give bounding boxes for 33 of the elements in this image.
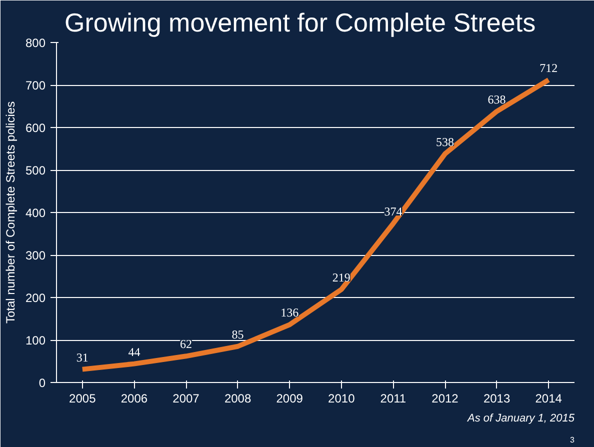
y-axis-title: Total number of Complete Streets policies: [3, 101, 18, 324]
x-tick-label: 2012: [432, 392, 459, 406]
x-tick-label: 2011: [380, 392, 406, 406]
y-tick-label: 600: [25, 121, 46, 135]
y-tick-label: 0: [38, 376, 46, 390]
x-tick-label: 2005: [69, 392, 96, 406]
y-tick-label: 500: [25, 164, 46, 178]
y-tick-label: 200: [25, 291, 46, 305]
x-tick-label: 2009: [276, 392, 304, 406]
text: As of January 1, 2015: [466, 412, 576, 424]
data-label: 31: [76, 350, 88, 364]
data-label: 374: [384, 204, 402, 219]
x-tick-label: 2006: [120, 392, 148, 406]
x-tick-label: 2010: [328, 392, 356, 406]
data-label: 538: [436, 134, 454, 149]
x-tick-label: 2007: [172, 392, 200, 406]
y-tick-label: 300: [25, 248, 46, 262]
data-label: 219: [332, 270, 350, 284]
y-tick-label: 800: [25, 36, 46, 50]
data-label: 85: [232, 327, 244, 342]
y-tick-label: 400: [25, 206, 46, 220]
chart-title: Growing movement for Complete Streets: [64, 8, 536, 38]
text: 3: [570, 436, 576, 444]
x-tick-label: 2008: [224, 392, 252, 406]
data-label: 136: [280, 306, 299, 320]
data-label: 712: [540, 60, 558, 75]
data-label: 638: [488, 92, 506, 106]
y-tick-label: 100: [25, 334, 46, 348]
y-tick-label: 700: [25, 78, 46, 92]
data-label: 44: [128, 344, 140, 359]
x-tick-label: 2014: [535, 392, 562, 406]
data-label: 62: [180, 337, 192, 352]
x-tick-label: 2013: [483, 392, 510, 406]
